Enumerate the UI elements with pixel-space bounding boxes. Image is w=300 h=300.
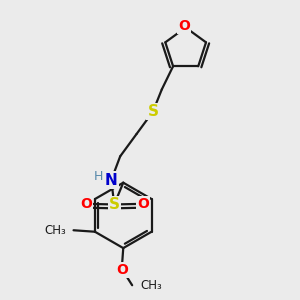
Text: O: O [137,197,149,211]
Text: N: N [105,172,118,188]
Text: S: S [109,197,120,212]
Text: O: O [178,19,190,33]
Text: CH₃: CH₃ [44,224,66,237]
Text: CH₃: CH₃ [140,279,162,292]
Text: O: O [116,263,128,278]
Text: S: S [147,104,158,119]
Text: O: O [80,197,92,211]
Text: H: H [94,170,104,183]
